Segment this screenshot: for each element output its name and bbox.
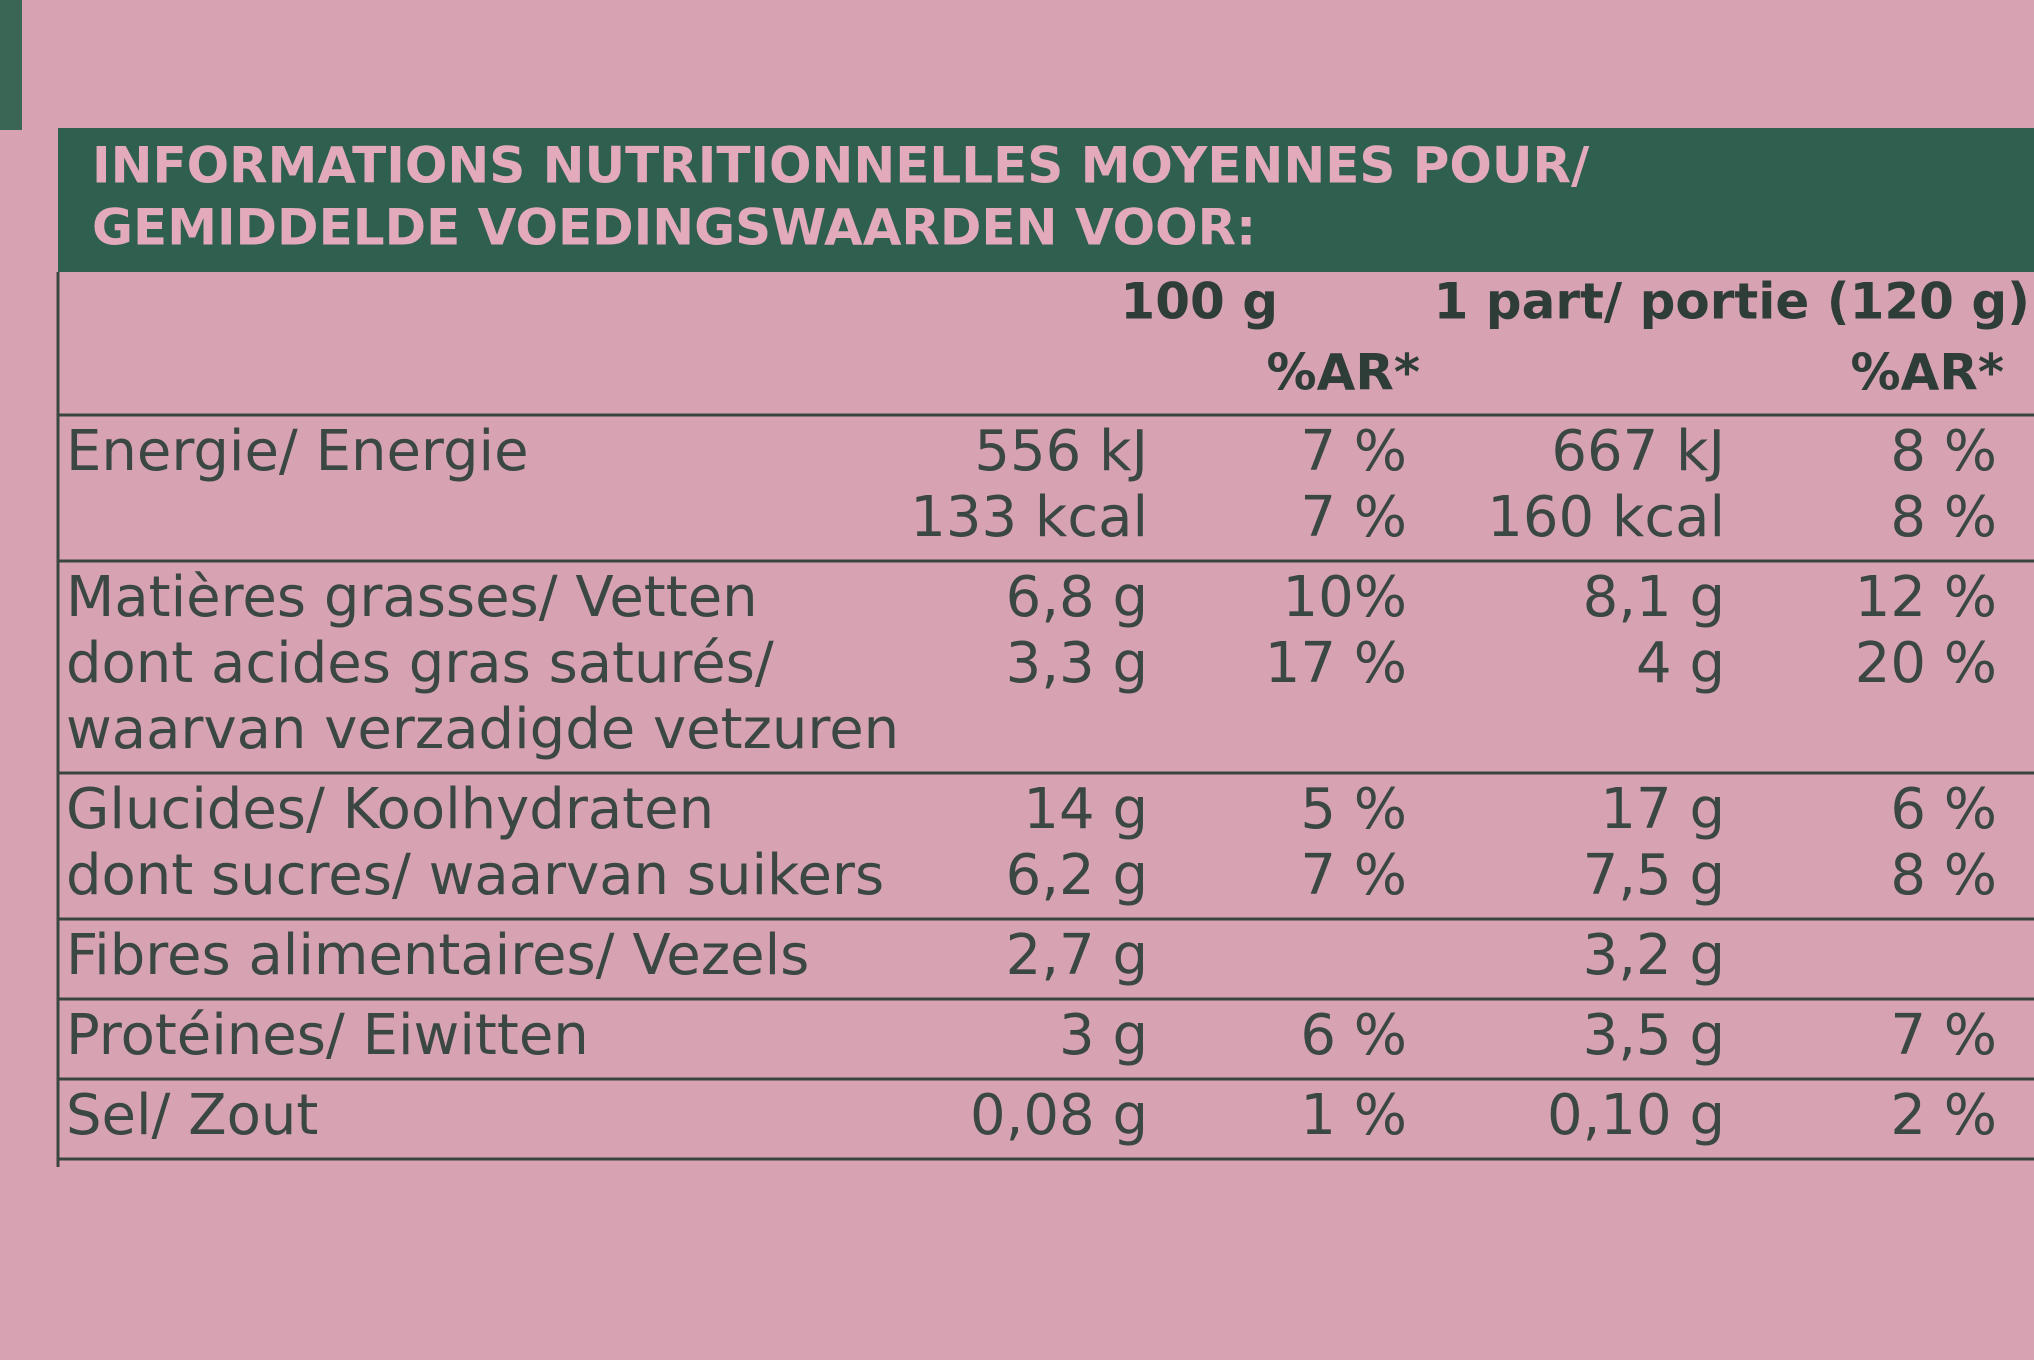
title-line: INFORMATIONS NUTRITIONNELLES MOYENNES PO… (92, 137, 1590, 195)
nutrient-value: 17 % (1265, 631, 1407, 696)
title-line: GEMIDDELDE VOEDINGSWAARDEN VOOR: (92, 199, 1256, 257)
edge-strip (0, 0, 22, 130)
nutrient-label: Protéines/ Eiwitten (66, 1003, 589, 1068)
nutrient-value: 6 % (1300, 1003, 1407, 1068)
nutrient-value: 556 kJ (974, 419, 1148, 484)
column-header: %AR* (1851, 344, 2004, 402)
nutrient-value: 2 % (1890, 1083, 1997, 1148)
nutrient-value: 8 % (1890, 843, 1997, 908)
nutrient-value: 0,08 g (970, 1083, 1148, 1148)
nutrient-label: Matières grasses/ Vetten (66, 565, 758, 630)
nutrient-label: dont acides gras saturés/ (66, 631, 774, 696)
nutrient-value: 8,1 g (1583, 565, 1725, 630)
nutrient-label: Energie/ Energie (66, 419, 529, 484)
nutrient-value: 3 g (1059, 1003, 1148, 1068)
nutrient-label: dont sucres/ waarvan suikers (66, 843, 884, 908)
nutrient-value: 7 % (1300, 485, 1407, 550)
nutrient-value: 10% (1283, 565, 1407, 630)
nutrient-value: 3,3 g (1006, 631, 1148, 696)
nutrient-value: 7 % (1300, 419, 1407, 484)
nutrient-label: waarvan verzadigde vetzuren (66, 697, 899, 762)
nutrient-value: 6,2 g (1006, 843, 1148, 908)
nutrient-value: 133 kcal (910, 485, 1148, 550)
nutrient-value: 6 % (1890, 777, 1997, 842)
nutrient-value: 160 kcal (1487, 485, 1725, 550)
column-header: %AR* (1267, 344, 1420, 402)
nutrient-value: 667 kJ (1551, 419, 1725, 484)
nutrient-value: 7,5 g (1583, 843, 1725, 908)
nutrient-value: 7 % (1890, 1003, 1997, 1068)
nutrient-value: 8 % (1890, 485, 1997, 550)
column-header: 100 g (1120, 273, 1278, 331)
nutrient-value: 17 g (1600, 777, 1725, 842)
nutrient-value: 4 g (1636, 631, 1725, 696)
nutrient-value: 20 % (1855, 631, 1997, 696)
nutrient-value: 3,2 g (1583, 923, 1725, 988)
header-band (58, 128, 2034, 272)
nutrient-value: 7 % (1300, 843, 1407, 908)
nutrient-label: Fibres alimentaires/ Vezels (66, 923, 809, 988)
nutrient-value: 12 % (1855, 565, 1997, 630)
nutrient-value: 0,10 g (1547, 1083, 1725, 1148)
nutrient-label: Glucides/ Koolhydraten (66, 777, 714, 842)
nutrient-value: 14 g (1023, 777, 1148, 842)
nutrient-label: Sel/ Zout (66, 1083, 318, 1148)
nutrient-value: 1 % (1300, 1083, 1407, 1148)
nutrient-value: 8 % (1890, 419, 1997, 484)
nutrient-value: 3,5 g (1583, 1003, 1725, 1068)
column-header: 1 part/ portie (120 g) (1434, 273, 2030, 331)
nutrient-value: 2,7 g (1006, 923, 1148, 988)
nutrient-value: 6,8 g (1006, 565, 1148, 630)
nutrient-value: 5 % (1300, 777, 1407, 842)
